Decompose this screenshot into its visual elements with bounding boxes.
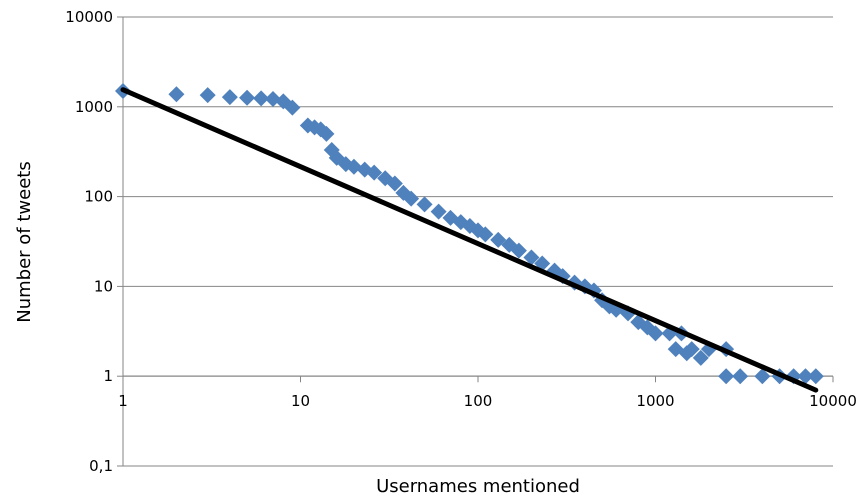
x-tick-label-0: 1 [118, 392, 128, 410]
trendline [120, 87, 819, 393]
data-point-1 [168, 86, 185, 103]
y-tick-label-3: 10 [94, 277, 113, 295]
data-point-3 [221, 89, 238, 106]
y-axis-ticks: 10000 1000 100 10 1 0,1 [65, 8, 123, 475]
data-point-30 [490, 231, 507, 248]
data-point-18 [366, 164, 383, 181]
data-point-20 [386, 175, 403, 192]
x-tick-label-1: 10 [291, 392, 310, 410]
data-point-5 [253, 90, 270, 107]
data-point-24 [430, 203, 447, 220]
data-point-23 [416, 196, 433, 213]
y-axis-title: Number of tweets [14, 161, 35, 322]
x-tick-label-3: 1000 [636, 392, 674, 410]
x-axis-ticks: 1 10 100 1000 10000 [118, 376, 857, 410]
data-point-57 [754, 368, 771, 385]
trendline-group [120, 87, 819, 393]
y-tick-label-1: 1000 [75, 98, 113, 116]
data-point-12 [318, 125, 335, 142]
data-point-8 [284, 99, 301, 116]
y-tick-label-4: 1 [103, 367, 113, 385]
x-tick-label-4: 10000 [809, 392, 857, 410]
data-point-33 [523, 249, 540, 266]
data-point-22 [403, 190, 420, 207]
y-tick-label-5: 0,1 [89, 457, 113, 475]
x-tick-label-2: 100 [464, 392, 493, 410]
data-point-53 [678, 345, 695, 362]
data-point-4 [239, 89, 256, 106]
data-point-54 [692, 349, 709, 366]
data-points [115, 82, 824, 385]
data-point-29 [477, 226, 494, 243]
data-point-32 [510, 242, 527, 259]
data-point-60 [797, 368, 814, 385]
data-point-46 [647, 325, 664, 342]
data-point-2 [199, 87, 216, 104]
y-tick-label-2: 100 [84, 188, 113, 206]
data-point-61 [807, 368, 824, 385]
x-axis-title: Usernames mentioned [376, 476, 580, 497]
data-point-56 [732, 368, 749, 385]
y-tick-label-0: 10000 [65, 8, 113, 26]
data-point-55 [718, 368, 735, 385]
data-point-31 [501, 236, 518, 253]
